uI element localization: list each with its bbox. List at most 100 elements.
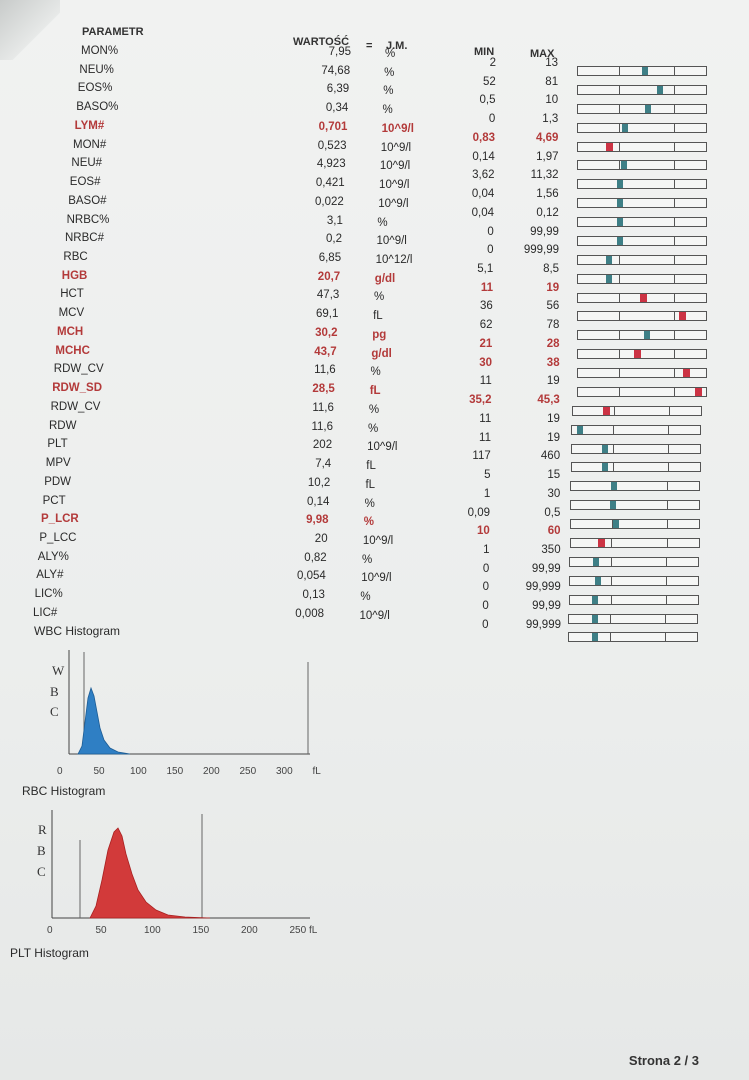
rbc-ylabel-b: B [37,843,46,858]
range-bar-marker [695,387,703,396]
range-bar-marker [601,463,608,472]
row-parameter-name: RBC [63,251,88,264]
range-bar-divider [674,255,675,264]
range-bar-divider [610,595,612,604]
row-value: 6,85 [318,252,342,265]
row-min: 0 [487,244,494,257]
range-bar-divider [674,236,675,245]
range-bar-divider [674,67,675,75]
row-range-bar [577,292,707,303]
range-bar-divider [618,387,620,396]
range-bar-marker [595,576,602,585]
range-bar-divider [668,444,669,453]
range-bar-divider [618,369,620,378]
row-value: 0,14 [307,495,330,508]
wbc-tick-label: fL [312,766,321,777]
row-value: 11,6 [314,364,336,377]
range-bar-marker [602,406,610,415]
row-max: 19 [546,281,560,294]
row-min: 0,04 [471,206,494,219]
row-parameter-name: NRBC% [66,213,110,226]
row-parameter-name: EOS# [69,176,101,189]
row-max: 8,5 [543,263,560,276]
row-parameter-name: RDW_SD [52,382,103,395]
row-value: 47,3 [316,289,340,302]
range-bar-divider [618,85,620,94]
header-separator: = [366,40,373,52]
row-parameter-name: NEU# [71,157,103,170]
page-fold [0,0,60,60]
row-max: 81 [545,75,559,88]
row-min: 0,04 [471,188,495,201]
row-max: 1,56 [536,188,559,201]
row-parameter-name: PLT [47,438,68,451]
row-min: 0 [482,618,489,631]
row-parameter-name: LIC% [34,588,63,601]
row-unit: % [368,403,380,416]
range-bar-divider [665,614,667,623]
range-bar-divider [610,614,612,623]
row-max: 10 [545,94,559,107]
row-value: 202 [312,439,333,452]
row-max: 60 [547,525,561,538]
row-value: 0,421 [315,177,345,190]
row-min: 0 [482,581,489,594]
rbc-tick-label: 250 fL [289,925,318,936]
header-unit: J.M. [386,40,408,52]
row-unit: 10^9/l [367,441,398,454]
row-value: 69,1 [316,308,339,321]
row-min: 30 [479,356,492,369]
row-unit: 10^9/l [361,572,392,585]
row-value: 28,5 [312,383,335,396]
row-unit: % [383,85,394,98]
row-parameter-name: MCHC [55,344,90,357]
range-bar-marker [678,312,686,321]
row-min: 11 [480,281,493,294]
row-parameter-name: MPV [45,457,71,470]
row-range-bar [577,179,707,190]
row-range-bar [577,368,707,379]
wbc-histogram-curve [77,686,131,755]
row-min: 5 [484,469,491,482]
row-value: 3,1 [326,214,343,227]
row-max: 19 [546,375,560,388]
row-parameter-name: ALY% [37,550,69,563]
range-bar-divider [668,425,670,434]
row-unit: fL [366,460,376,473]
row-range-bar [577,254,707,265]
row-value: 20,7 [317,270,341,283]
header-max: MAX [530,48,555,60]
row-unit: g/dl [371,347,392,360]
range-bar-marker [592,595,599,604]
row-range-bar [577,122,707,133]
range-bar-marker [605,255,612,264]
row-value: 7,4 [315,458,332,471]
row-parameter-name: PCT [42,494,66,507]
row-min: 11 [479,375,492,388]
row-value: 7,95 [328,46,351,58]
row-parameter-name: ALY# [36,569,64,582]
row-range-bar [577,141,707,152]
range-bar-divider [674,312,675,321]
range-bar-marker [682,369,690,378]
range-bar-divider [612,463,614,472]
row-max: 28 [546,337,560,350]
row-range-bar [577,84,707,95]
range-bar-divider [674,104,675,113]
row-value: 0,701 [318,120,348,133]
row-unit: % [377,216,388,229]
range-bar-marker [576,425,583,434]
row-unit: 10^9/l [380,141,412,154]
rbc-histogram-chart [51,810,310,919]
rbc-tick-label: 0 [47,925,53,936]
row-max: 99,999 [525,618,561,631]
row-range-bar [577,198,707,209]
row-parameter-name: MON# [73,138,107,151]
range-bar-divider [668,406,670,415]
range-bar-divider [612,444,614,453]
row-unit: % [362,553,373,566]
row-min: 0,14 [472,150,495,163]
range-bar-marker [605,142,613,151]
row-parameter-name: RDW [49,419,77,432]
